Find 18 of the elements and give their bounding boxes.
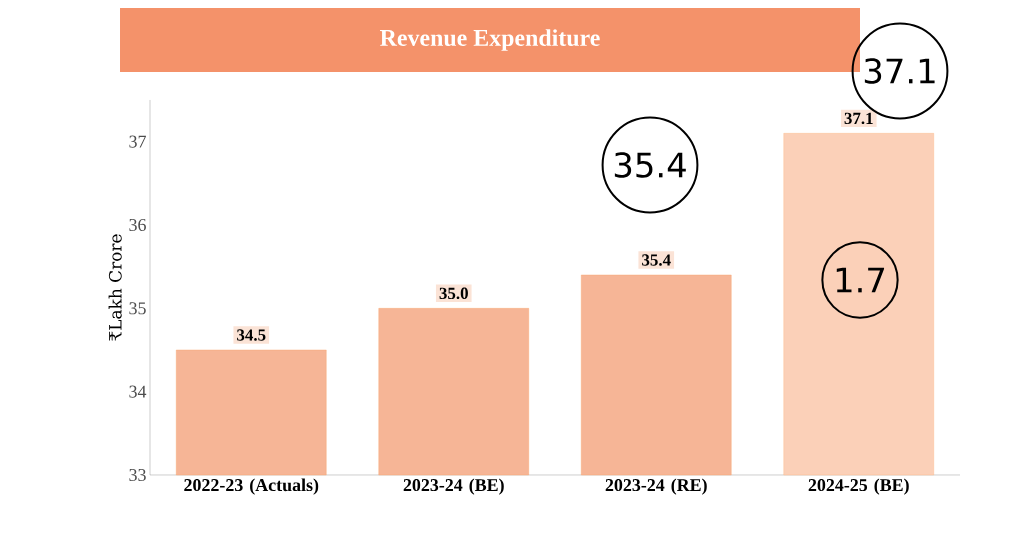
annotation: 1.7 [836,267,885,293]
y-tick-label: 33 [129,468,146,481]
data-label: 37.1 [844,112,873,125]
x-tick-label: 2023-24 (BE) [403,478,504,495]
y-tick-label: 37 [129,135,146,148]
y-tick-label: 35 [129,302,146,315]
data-label: 35.4 [642,254,671,266]
data-label: 35.0 [439,287,468,300]
annotation: 35.4 [614,152,686,178]
x-tick-label: 2022-23 (Actuals) [184,478,319,495]
data-label: 34.5 [237,329,266,341]
y-axis-title: ₹Lakh Crore [108,234,122,341]
text: 37.1 [864,58,935,84]
x-tick-label: 2024-25 (BE) [808,478,909,495]
chart-title: Revenue Expenditure [380,29,600,51]
x-tick-label: 2023-24 (RE) [605,478,707,495]
y-tick-label: 36 [129,218,146,232]
y-tick-label: 34 [129,385,147,398]
